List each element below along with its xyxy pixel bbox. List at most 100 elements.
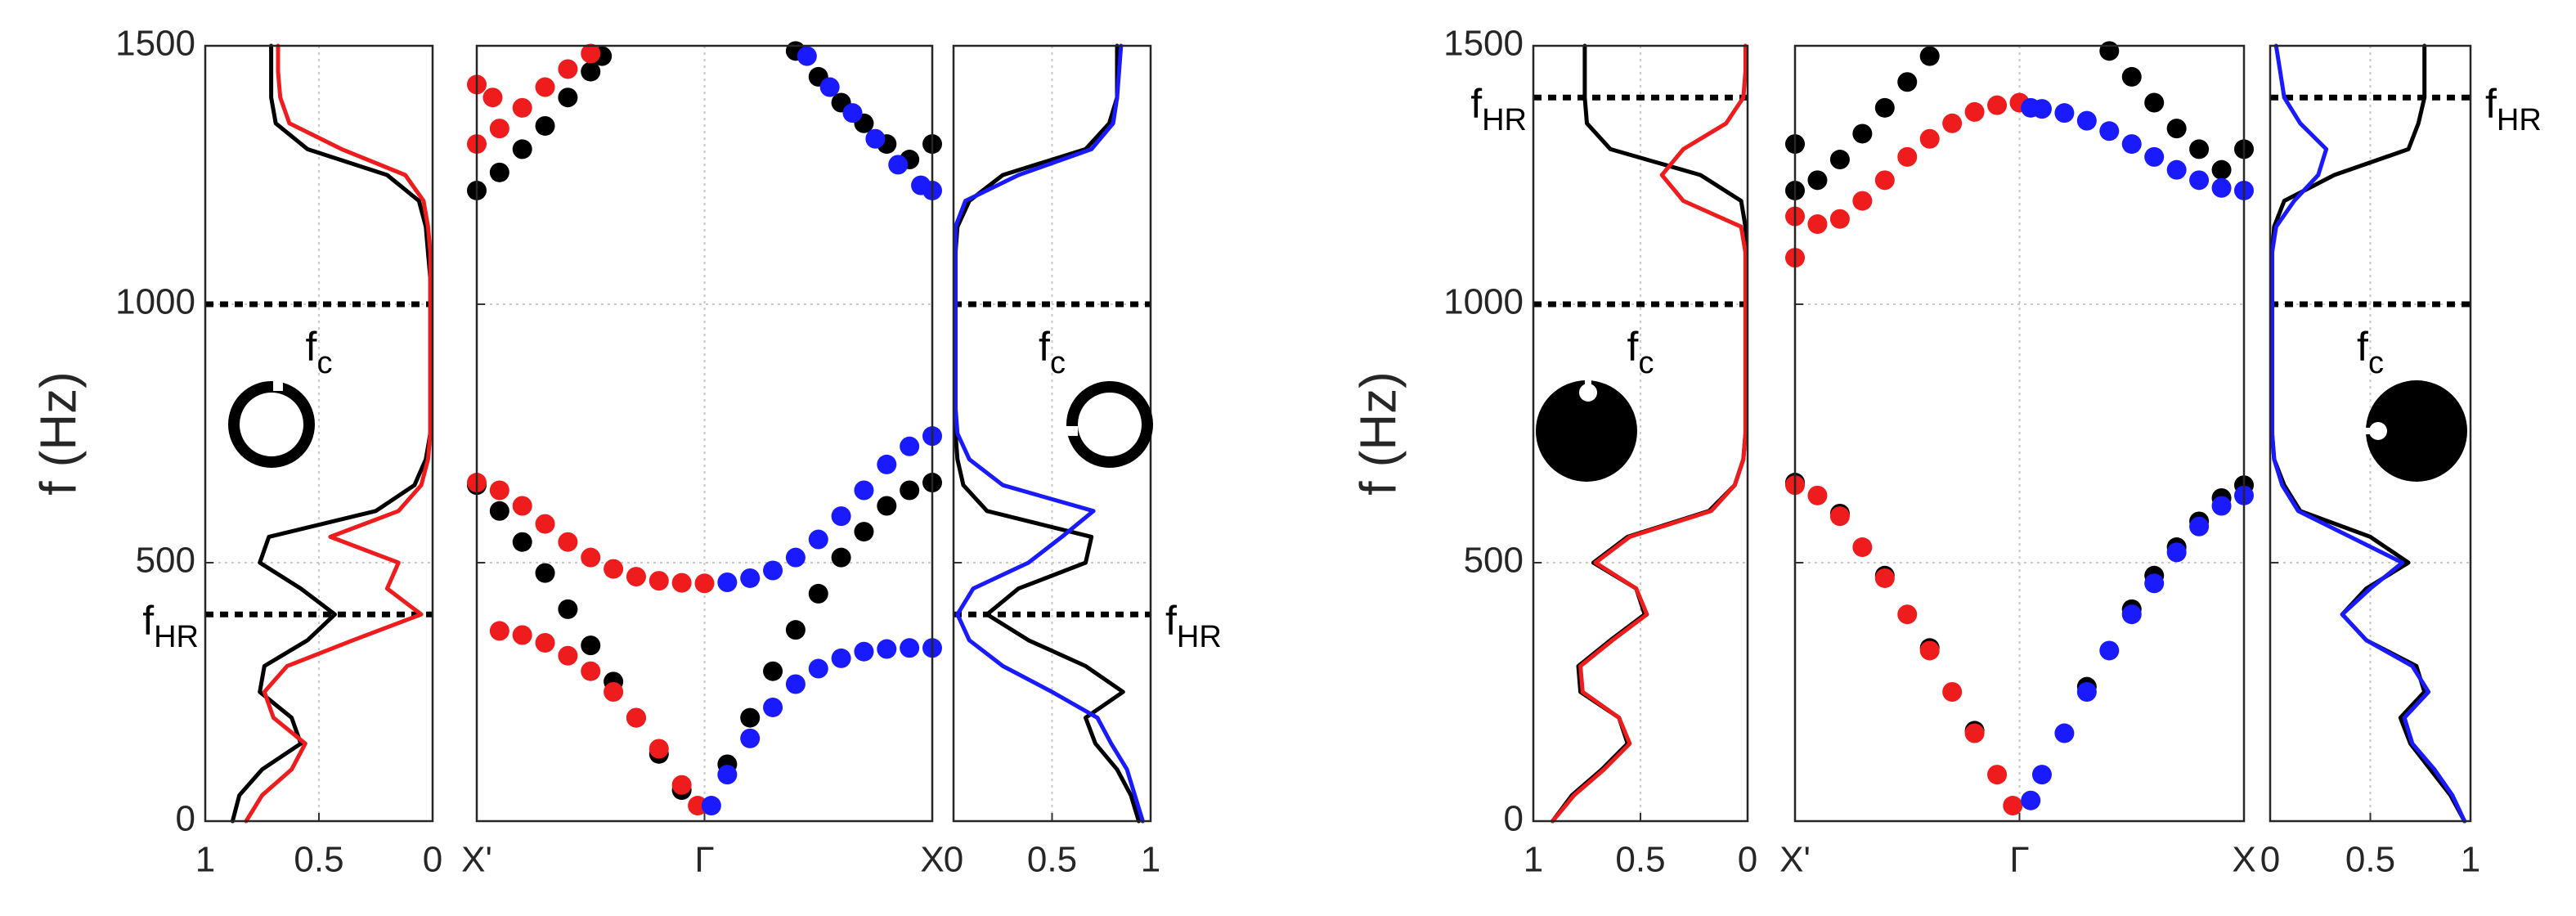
panel-frame: [475, 44, 934, 823]
band-point: [2121, 66, 2142, 87]
band-point: [877, 639, 897, 659]
band-point: [489, 501, 509, 521]
x-tick-label: 0.5: [1615, 840, 1665, 880]
reference-label-base: f: [1165, 598, 1177, 644]
y-tick-label: 1500: [1443, 24, 1524, 64]
panel-frame: [204, 44, 434, 823]
band-point: [808, 658, 828, 679]
band-point: [785, 547, 806, 568]
reference-label-base: f: [2485, 81, 2497, 127]
x-tick-label: Γ: [694, 840, 714, 880]
band-point: [2054, 723, 2075, 743]
band-point: [2144, 573, 2165, 594]
band-point: [512, 625, 532, 645]
band-point: [535, 563, 555, 583]
band-point: [740, 728, 761, 748]
band-point: [900, 436, 920, 456]
band-point: [2099, 640, 2120, 661]
band-point: [2166, 542, 2187, 563]
band-point: [535, 115, 555, 136]
x-tick-label: X: [920, 840, 944, 880]
band-point: [1919, 640, 1940, 661]
band-point: [512, 532, 532, 552]
band-point: [2121, 134, 2142, 155]
band-point: [740, 568, 761, 588]
band-point: [1942, 682, 1963, 702]
x-tick-label: 0.5: [2345, 840, 2395, 880]
disk-notch: [1585, 379, 1591, 393]
ring-gap: [273, 378, 283, 391]
band-point: [797, 46, 817, 66]
band-point: [1942, 113, 1963, 133]
band-point: [581, 547, 601, 568]
band-point: [1964, 723, 1985, 743]
band-point: [785, 620, 806, 640]
band-point: [831, 506, 851, 527]
x-tick-label: 1: [1141, 840, 1160, 880]
band-point: [2021, 790, 2041, 810]
y-tick-label: 500: [136, 541, 195, 581]
band-point: [512, 139, 532, 159]
reference-label-base: f: [1039, 324, 1050, 370]
band-point: [2166, 119, 2187, 139]
band-point: [1807, 214, 1828, 235]
x-tick-label: 0.5: [294, 840, 343, 880]
band-point: [2211, 177, 2232, 198]
band-point: [2211, 159, 2232, 180]
x-tick-label: 0.5: [1027, 840, 1077, 880]
band-point: [581, 635, 601, 656]
x-tick-label: 1: [195, 840, 215, 880]
band-point: [900, 638, 920, 658]
band-point: [626, 707, 646, 728]
ring-icon: [228, 381, 315, 468]
band-point: [2144, 146, 2165, 167]
transmission-curve: [953, 43, 1145, 824]
band-point: [1897, 146, 1918, 167]
x-tick-label: 1: [2461, 840, 2480, 880]
band-point: [558, 532, 578, 552]
band-point: [1897, 604, 1918, 625]
band-point: [877, 496, 897, 516]
band-point: [2076, 110, 2097, 131]
reference-label-base: f: [306, 324, 317, 370]
band-point: [2144, 92, 2165, 113]
band-point: [717, 572, 738, 593]
band-point: [831, 648, 851, 668]
band-point: [2189, 139, 2210, 159]
band-point: [2031, 765, 2052, 785]
band-point: [819, 77, 840, 97]
reference-label-sub: c: [316, 346, 332, 380]
reference-label: fHR: [2485, 81, 2542, 137]
y-tick-label: 1500: [115, 24, 195, 64]
band-point: [1919, 46, 1940, 66]
y-tick-label: 1000: [1443, 282, 1524, 322]
band-point: [854, 522, 874, 542]
band-point: [1807, 170, 1828, 191]
band-point: [648, 571, 669, 591]
inset-icons: [228, 378, 2467, 482]
band-point: [648, 739, 669, 759]
reference-label: fc: [1039, 324, 1066, 380]
band-point: [694, 573, 715, 594]
transmission-curve: [2269, 43, 2467, 824]
band-point: [785, 674, 806, 694]
band-point: [558, 645, 578, 666]
band-point: [604, 559, 624, 579]
reference-label: fHR: [142, 598, 199, 654]
y-tick-label: 1000: [115, 282, 195, 322]
band-point: [671, 572, 692, 593]
band-point: [854, 641, 874, 662]
band-point: [1852, 123, 1873, 144]
band-point: [2099, 41, 2120, 61]
band-point: [1919, 128, 1940, 149]
band-point: [763, 661, 783, 681]
y-tick-label: 0: [176, 799, 195, 839]
band-point: [626, 567, 646, 587]
reference-label-sub: c: [1050, 346, 1066, 380]
x-tick-label: X: [2232, 840, 2255, 880]
band-point: [900, 480, 920, 501]
band-point: [1829, 209, 1850, 229]
y-axis-label: f (Hz): [1350, 371, 1407, 496]
band-point: [2121, 604, 2142, 625]
